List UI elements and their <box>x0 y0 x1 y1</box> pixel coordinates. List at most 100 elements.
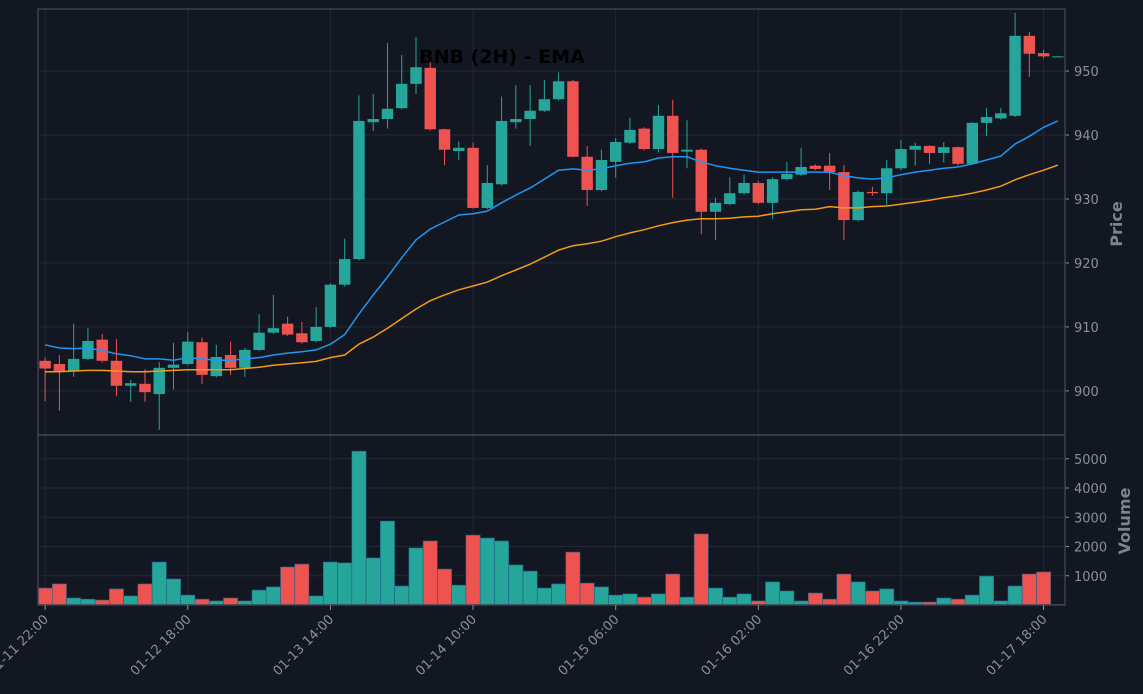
candle-body <box>980 117 993 123</box>
candle-body <box>752 182 765 203</box>
price-frame <box>37 8 1066 436</box>
candle-body <box>866 191 879 194</box>
candle-body <box>823 165 836 173</box>
volume-bar <box>422 540 438 606</box>
candle-body <box>581 156 593 191</box>
volume-bar <box>665 573 681 606</box>
candle-body <box>952 147 964 164</box>
candle-body <box>453 147 465 151</box>
volume-bar <box>693 533 709 606</box>
y-tick-label: 910 <box>1074 321 1099 336</box>
candle-body <box>652 115 665 150</box>
volume-bar <box>251 589 267 606</box>
volume-bar <box>380 520 395 606</box>
volume-bar <box>536 587 552 606</box>
candle-body <box>552 81 565 100</box>
volume-bar <box>822 598 838 606</box>
volume-bar <box>280 566 296 606</box>
volume-bar <box>151 561 167 606</box>
volume-bar <box>109 588 124 606</box>
x-tick-label: 01-14 10:00 <box>413 612 480 679</box>
volume-bar <box>807 592 823 606</box>
candle-body <box>852 191 864 221</box>
volume-bar <box>736 593 752 606</box>
candle-body <box>338 259 351 285</box>
candle-body <box>381 108 394 120</box>
candle-body <box>838 172 850 221</box>
volume-bar <box>850 581 866 606</box>
candle-body <box>895 149 907 169</box>
volume-bar <box>123 595 139 606</box>
volume-bar <box>651 593 666 606</box>
y-tick-label: 940 <box>1074 129 1099 144</box>
volume-bar <box>51 583 67 606</box>
candle-body <box>966 122 978 164</box>
chart-title: BNB (2H) - EMA <box>419 46 585 68</box>
candle-body <box>909 145 921 150</box>
candle-body <box>210 356 223 377</box>
volume-axis-label: Volume <box>1115 487 1134 554</box>
candle-body <box>1052 56 1064 58</box>
volume-bar <box>223 597 238 606</box>
volume-bar <box>265 586 281 606</box>
x-tick-label: 01-15 06:00 <box>556 612 623 679</box>
volume-bar <box>408 547 424 606</box>
volume-bar <box>351 450 367 606</box>
volume-bar <box>66 597 82 606</box>
volume-bar <box>294 563 310 606</box>
mark-layer <box>37 12 1066 606</box>
candle-body <box>296 333 308 343</box>
candle-body <box>923 145 936 153</box>
volume-bar <box>636 596 652 606</box>
volume-bar <box>365 557 381 606</box>
candle-body <box>396 83 408 109</box>
candle-body <box>1009 35 1021 116</box>
volume-bar <box>508 564 524 606</box>
volume-bar <box>551 583 567 606</box>
volume-bar <box>964 594 980 606</box>
volume-bar <box>950 598 966 606</box>
volume-bar <box>1021 573 1037 606</box>
volume-bar <box>137 583 153 606</box>
volume-bar <box>779 590 795 606</box>
candle-body <box>995 113 1007 119</box>
volume-bar <box>180 594 196 606</box>
candle-body <box>667 115 679 153</box>
candle-body <box>82 340 94 359</box>
candle-body <box>67 358 80 372</box>
x-tick-label: 01-16 02:00 <box>698 612 765 679</box>
candle-body <box>724 193 736 205</box>
price-axis-label: Price <box>1107 201 1126 247</box>
candle-body <box>595 159 608 191</box>
y-tick-label: 2000 <box>1074 541 1107 556</box>
candle-body <box>510 119 522 123</box>
y-tick-label: 3000 <box>1074 511 1107 526</box>
candle-body <box>638 128 650 150</box>
volume-bar <box>494 540 510 606</box>
candle-body <box>880 168 893 194</box>
candle-body <box>624 129 636 143</box>
volume-bar <box>322 561 338 606</box>
x-tick-label: 01-13 14:00 <box>271 612 338 679</box>
candle-body <box>781 174 793 180</box>
candle-body <box>524 110 536 120</box>
candle-body <box>695 149 707 212</box>
y-tick-label: 900 <box>1074 385 1099 400</box>
volume-bar <box>708 587 723 606</box>
candle-body <box>353 120 365 260</box>
candle-body <box>567 81 579 157</box>
x-tick-label: 01-16 22:00 <box>841 612 908 679</box>
candle-body <box>938 147 950 153</box>
volume-bar <box>37 587 53 606</box>
candle-body <box>267 328 280 333</box>
volume-bar <box>522 570 538 606</box>
y-tick-label: 930 <box>1074 193 1099 208</box>
candle-body <box>538 99 551 111</box>
candle-body <box>281 323 294 335</box>
candle-body <box>39 360 51 369</box>
candle-body <box>467 147 479 208</box>
candle-body <box>424 67 436 130</box>
candle-body <box>367 119 379 123</box>
